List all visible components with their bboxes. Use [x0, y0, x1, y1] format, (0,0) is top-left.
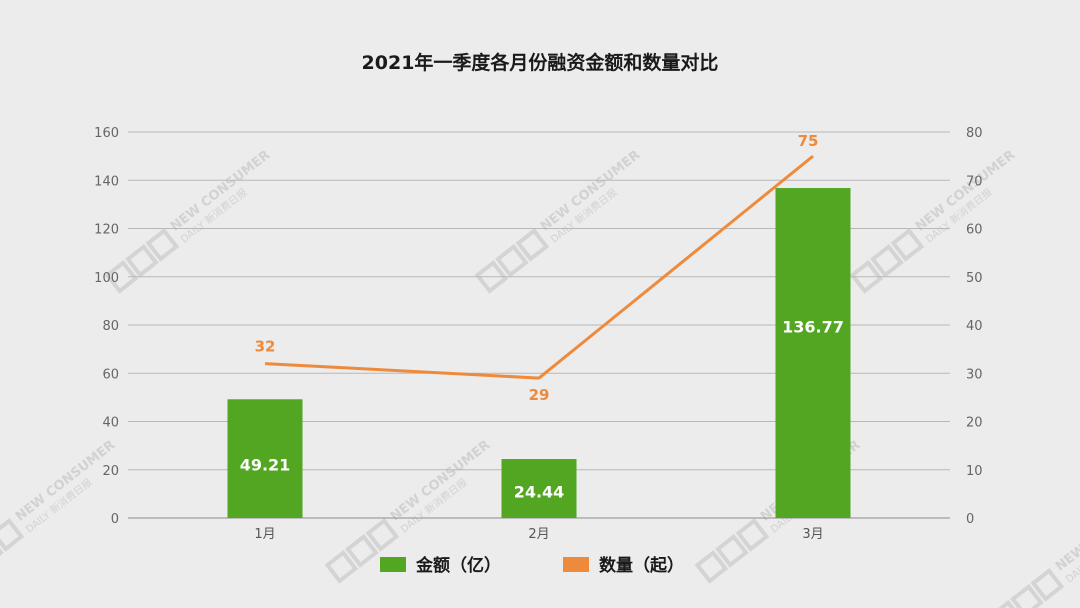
legend-label-amount: 金额（亿） — [415, 555, 501, 576]
left-tick-label: 0 — [111, 512, 119, 527]
watermark-brand: NEW CONSUMER — [1053, 488, 1080, 575]
category-label: 2月 — [528, 527, 549, 542]
left-tick-label: 40 — [102, 416, 119, 431]
watermark-logo-box — [849, 260, 884, 294]
watermark-logo-box — [890, 228, 925, 262]
watermark-logo-box — [0, 518, 25, 552]
legend-label-count: 数量（起） — [599, 555, 684, 576]
watermark-brand: NEW CONSUMER — [388, 438, 493, 525]
watermark-logo-box — [1030, 568, 1065, 602]
legend-swatch-count — [563, 557, 589, 572]
left-tick-label: 120 — [94, 223, 119, 238]
watermark-logo-box — [345, 534, 379, 568]
right-tick-label: 50 — [966, 271, 983, 286]
watermark-logo-box — [694, 550, 729, 584]
right-tick-label: 60 — [966, 223, 983, 238]
watermark-logo-box — [715, 534, 749, 568]
category-label: 1月 — [254, 527, 275, 542]
right-axis: 0 10 20 30 40 50 60 70 80 — [966, 126, 983, 527]
right-tick-label: 40 — [966, 319, 983, 334]
watermark-logo-box — [1010, 584, 1044, 608]
left-axis: 0 20 40 60 80 100 120 140 160 — [94, 126, 119, 527]
watermark-logo-box — [125, 244, 159, 278]
watermark-logo-box — [870, 244, 904, 278]
watermark-logo-box — [324, 550, 359, 584]
legend-swatch-amount — [380, 557, 406, 572]
right-tick-label: 0 — [966, 512, 974, 527]
right-tick-label: 30 — [966, 367, 983, 382]
bar — [501, 459, 577, 518]
line-data-label: 29 — [529, 386, 550, 404]
right-tick-label: 10 — [966, 464, 983, 479]
watermark-brand: NEW CONSUMER — [168, 148, 273, 235]
legend[interactable]: 金额（亿） 数量（起） — [380, 555, 684, 576]
category-axis: 1月 2月 3月 — [254, 527, 823, 542]
right-tick-label: 70 — [966, 174, 983, 189]
left-tick-label: 80 — [102, 319, 119, 334]
watermark-logo-box — [495, 244, 529, 278]
right-tick-label: 20 — [966, 416, 983, 431]
bar — [775, 188, 851, 519]
watermark-logo-box — [474, 260, 509, 294]
left-tick-label: 20 — [102, 464, 119, 479]
category-label: 3月 — [802, 527, 823, 542]
watermark-logo-box — [515, 228, 550, 262]
bar-data-label: 24.44 — [514, 482, 565, 501]
bar-data-label: 49.21 — [240, 456, 291, 475]
watermark-brand: NEW CONSUMER — [13, 438, 118, 525]
watermark-logo-box — [145, 228, 180, 262]
line-data-label: 75 — [798, 132, 819, 150]
watermark-logo-box — [735, 518, 770, 552]
watermark-brand: NEW CONSUMER — [538, 148, 643, 235]
left-tick-label: 60 — [102, 367, 119, 382]
chart-title: 2021年一季度各月份融资金额和数量对比 — [362, 51, 719, 74]
watermark-logo-box — [104, 260, 139, 294]
line-path — [264, 154, 814, 380]
watermark-logo-box — [365, 518, 400, 552]
left-tick-label: 160 — [94, 126, 119, 141]
bar-data-label: 136.77 — [782, 318, 844, 337]
line-data-label: 32 — [255, 338, 276, 356]
left-tick-label: 100 — [94, 271, 119, 286]
bar — [227, 399, 303, 518]
line-series: 32 29 75 — [255, 132, 819, 404]
left-tick-label: 140 — [94, 174, 119, 189]
bar-series: 49.21 24.44 136.77 — [227, 188, 851, 519]
right-tick-label: 80 — [966, 126, 983, 141]
